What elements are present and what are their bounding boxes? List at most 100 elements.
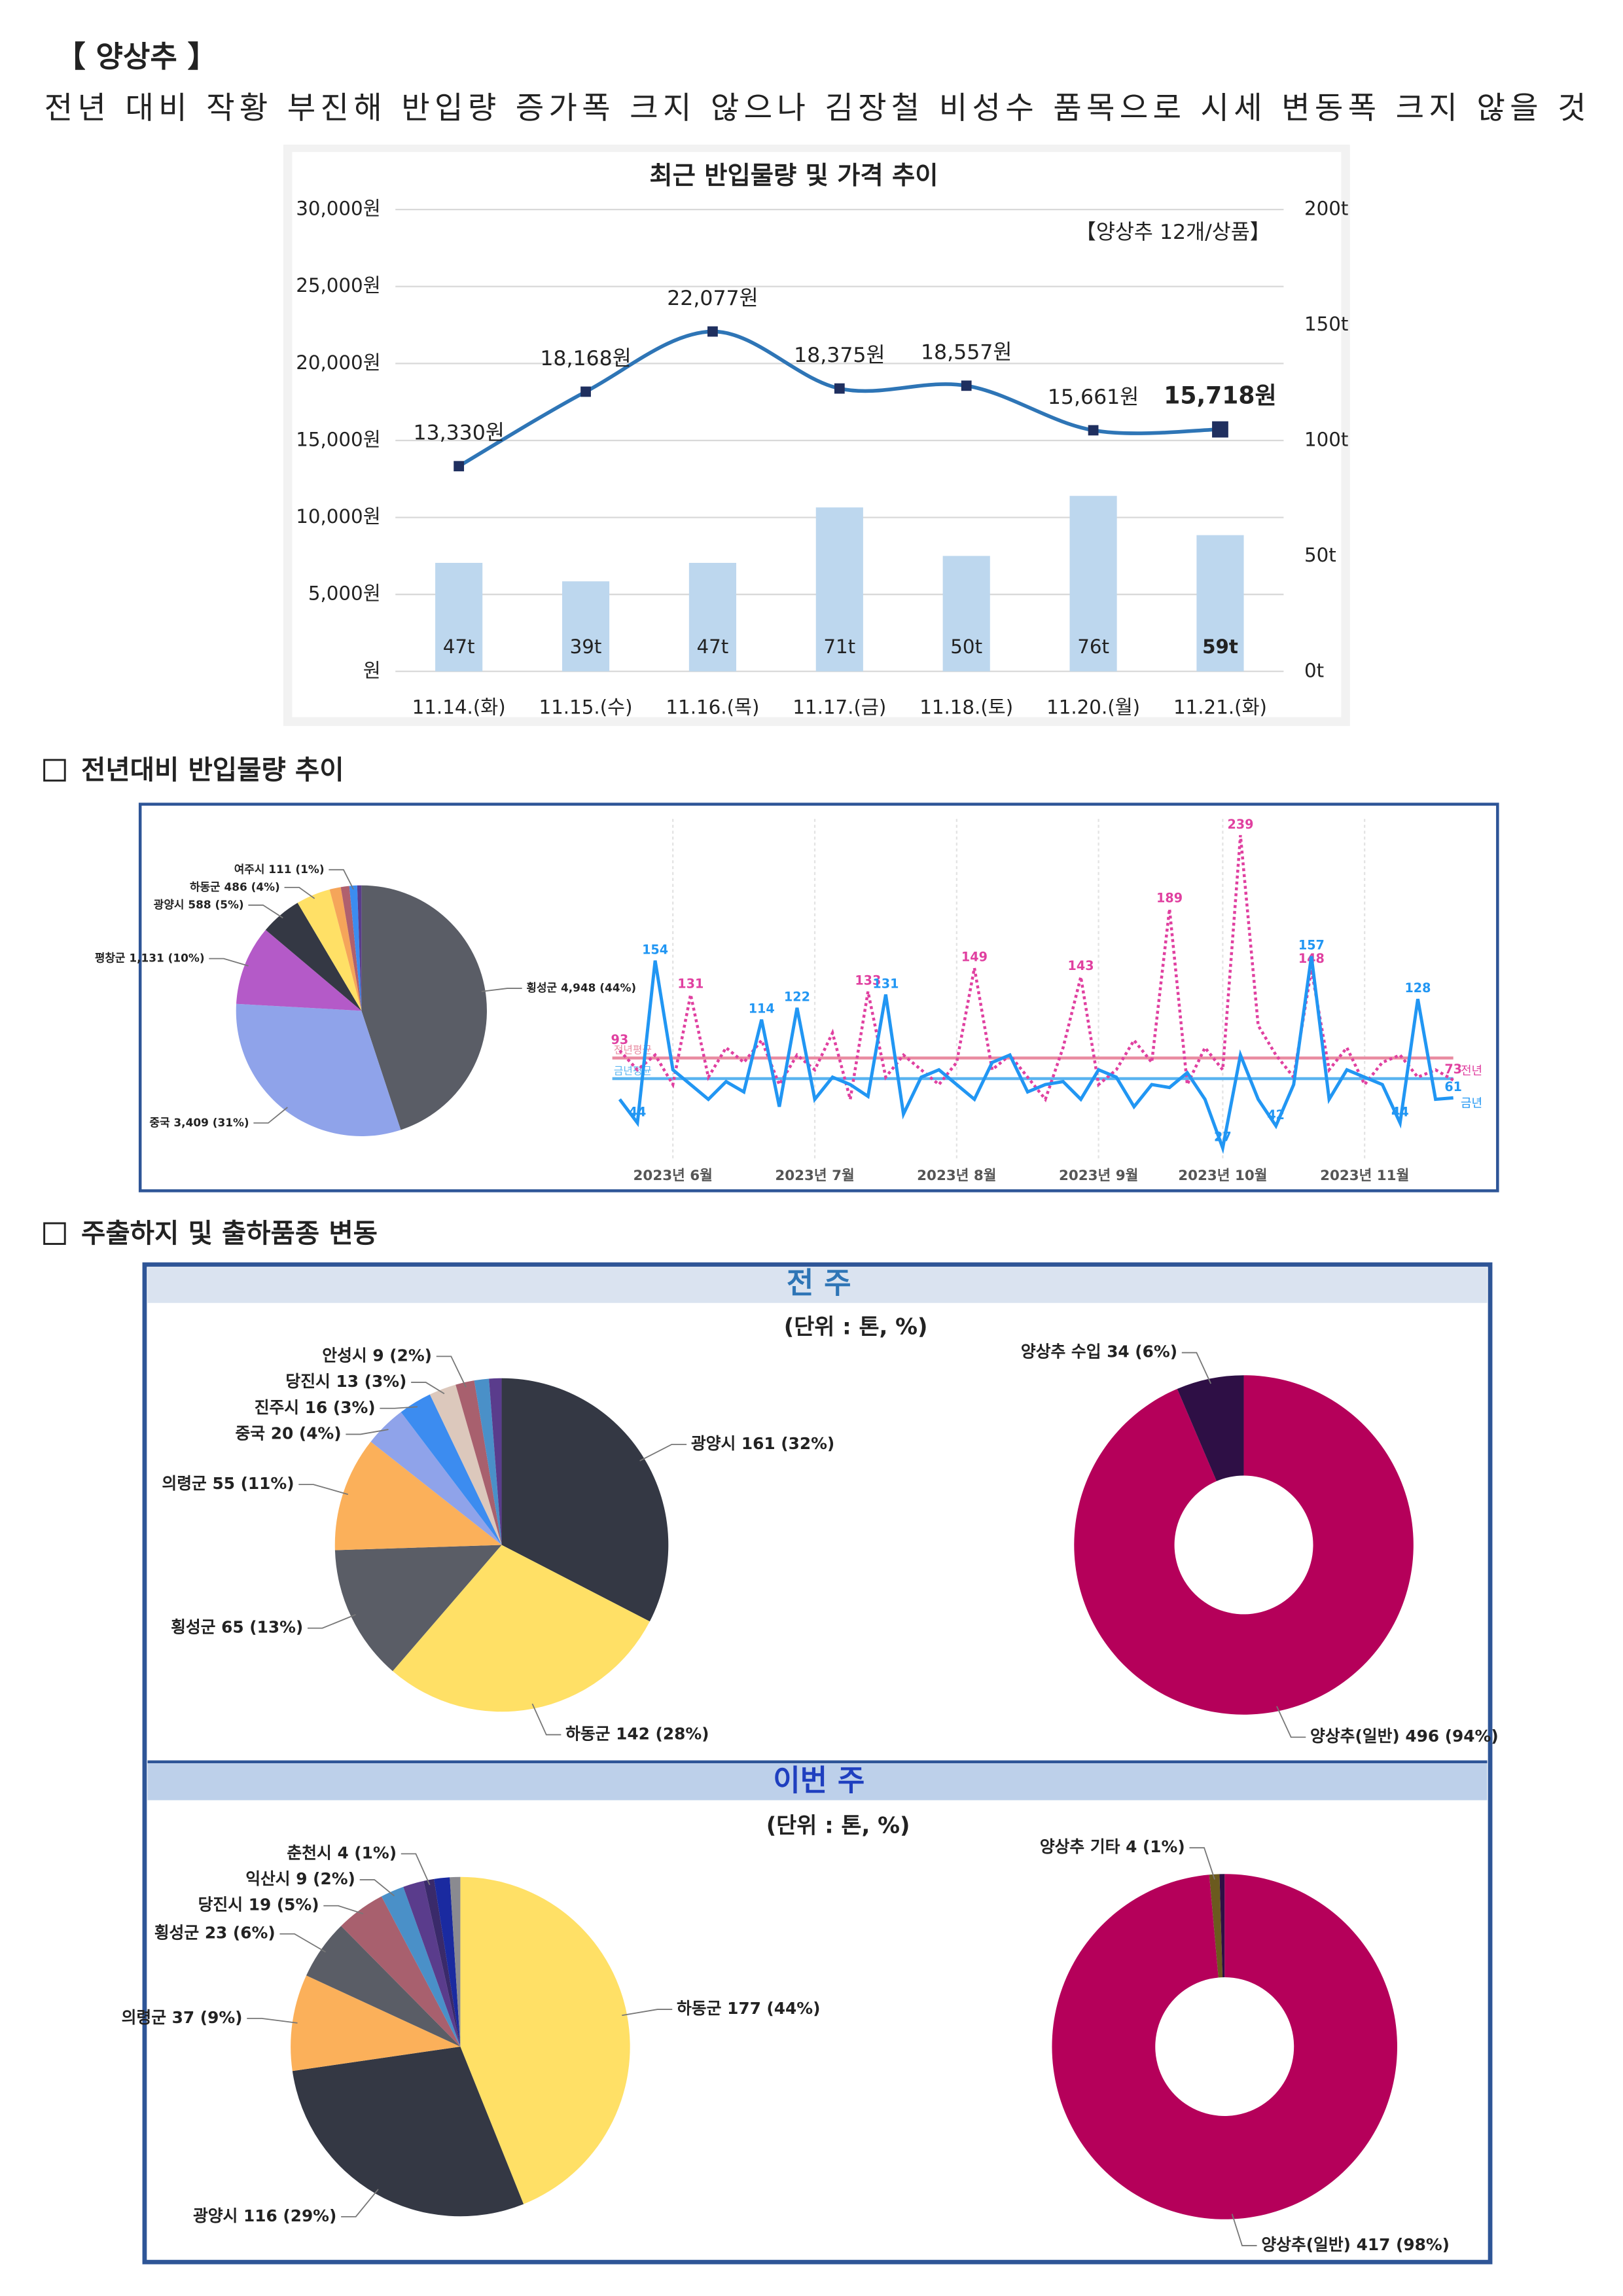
slice — [501, 1378, 669, 1622]
data-label: 27 — [1214, 1130, 1232, 1145]
leader-line — [346, 1429, 389, 1435]
leader-line — [279, 1933, 327, 1953]
slice — [292, 2046, 524, 2217]
slice-category: 하동군 — [677, 1999, 721, 2018]
slice-value: 13 (3%) — [336, 1372, 407, 1391]
slice-value: 34 (6%) — [1107, 1342, 1177, 1361]
slice-category: 양상추 기타 — [1040, 1837, 1120, 1856]
data-label: 133 — [855, 973, 881, 988]
data-label: 131 — [872, 976, 899, 991]
slice-category: 중국 — [149, 1116, 170, 1129]
slice-value: 4 (1%) — [337, 1843, 397, 1862]
slice-value: 55 (11%) — [212, 1474, 294, 1493]
slice-label: 양상추(일반) 496 (94%) — [1310, 1727, 1499, 1746]
marker — [961, 380, 972, 391]
x-tick-label: 11.17.(금) — [793, 696, 886, 719]
slice — [1052, 1874, 1398, 2219]
slice-category: 안성시 — [322, 1346, 366, 1365]
slice-value: 3,409 (31%) — [173, 1116, 249, 1129]
slice — [361, 885, 487, 1130]
slice — [381, 1886, 461, 2047]
marker — [454, 461, 465, 472]
slice-value: 4 (1%) — [1126, 1837, 1185, 1856]
slice-value: 9 (2%) — [372, 1346, 432, 1365]
slice-value: 9 (2%) — [296, 1869, 355, 1888]
leader-line — [1189, 1847, 1215, 1880]
y2-tick-label: 0t — [1304, 659, 1324, 681]
slice — [1177, 1375, 1244, 1481]
data-label: 93 — [611, 1032, 629, 1047]
marker — [834, 383, 845, 394]
data-label: 22,077원 — [667, 287, 758, 310]
bar — [942, 556, 990, 672]
slice-value: 111 (1%) — [268, 863, 324, 876]
slice-category: 당진시 — [285, 1372, 330, 1391]
slice-value: 19 (5%) — [249, 1895, 319, 1914]
leader-line — [1276, 1706, 1306, 1738]
y-tick-label: 25,000원 — [296, 274, 380, 296]
x-tick-label: 11.14.(화) — [412, 696, 506, 719]
slice-value: 4,948 (44%) — [561, 981, 636, 994]
slice-category: 양상추 수입 — [1021, 1342, 1101, 1361]
slice-value: 588 (5%) — [188, 898, 243, 911]
slice-category: 광양시 — [154, 898, 185, 911]
slice-label: 진주시 16 (3%) — [255, 1398, 376, 1417]
leader-line — [639, 1443, 687, 1462]
y2-tick-label: 100t — [1304, 428, 1348, 450]
data-label: 18,557원 — [921, 341, 1012, 365]
slice-label: 광양시 116 (29%) — [193, 2206, 336, 2225]
data-label: 131 — [677, 976, 704, 991]
legend-label: 전년 — [1461, 1064, 1482, 1078]
slice-category: 광양시 — [193, 2206, 238, 2225]
data-label: 44 — [629, 1104, 647, 1119]
leader-line — [1231, 2214, 1257, 2246]
data-label: 44 — [1391, 1104, 1409, 1119]
x-tick-label: 11.15.(수) — [539, 696, 633, 719]
slice — [265, 903, 362, 1011]
y2-tick-label: 50t — [1304, 544, 1336, 566]
leader-line — [284, 886, 315, 899]
leader-line — [401, 1853, 431, 1886]
slice-category: 진주시 — [255, 1398, 299, 1417]
slice-value: 142 (28%) — [616, 1724, 709, 1743]
slice — [334, 1545, 502, 1672]
leader-line — [248, 905, 283, 919]
slice — [489, 1378, 502, 1545]
slice-label: 광양시 588 (5%) — [154, 898, 244, 911]
slice-label: 중국 3,409 (31%) — [149, 1116, 249, 1129]
checkbox — [43, 1222, 66, 1246]
bar — [1069, 495, 1117, 672]
slice — [341, 1896, 461, 2047]
slice-category: 양상추(일반) — [1261, 2235, 1351, 2254]
leader-line — [298, 1484, 349, 1496]
slice-value: 486 (4%) — [224, 880, 280, 893]
bar-label: 50t — [950, 636, 982, 658]
slice — [329, 887, 362, 1011]
data-label: 239 — [1227, 817, 1253, 832]
leader-line — [209, 958, 249, 967]
slice-label: 춘천시 4 (1%) — [287, 1843, 397, 1862]
slice — [236, 929, 362, 1011]
leader-line — [531, 1703, 562, 1736]
panel-header: 이번 주 — [773, 1763, 865, 1797]
chart-title: 최근 반입물량 및 가격 추이 — [649, 161, 938, 190]
panel-header: 전 주 — [787, 1266, 851, 1300]
ref-label: 전년평균 — [614, 1044, 652, 1056]
slice-category: 횡성군 — [171, 1618, 215, 1637]
slice-label: 중국 20 (4%) — [235, 1424, 341, 1443]
slice-value: 16 (3%) — [305, 1398, 376, 1417]
slice-category: 의령군 — [162, 1474, 206, 1493]
data-label: 73 — [1444, 1062, 1462, 1077]
slice-label: 양상추 수입 34 (6%) — [1021, 1342, 1177, 1361]
line — [618, 956, 1454, 1155]
leader-line — [411, 1382, 445, 1395]
slice-category: 의령군 — [122, 2008, 166, 2027]
slice — [429, 1384, 502, 1545]
slice — [460, 1876, 630, 2204]
slice — [455, 1380, 502, 1545]
slice — [349, 885, 362, 1011]
panel-header-bg — [147, 1763, 1488, 1801]
leader-line — [323, 1905, 364, 1914]
slice — [423, 1878, 461, 2047]
